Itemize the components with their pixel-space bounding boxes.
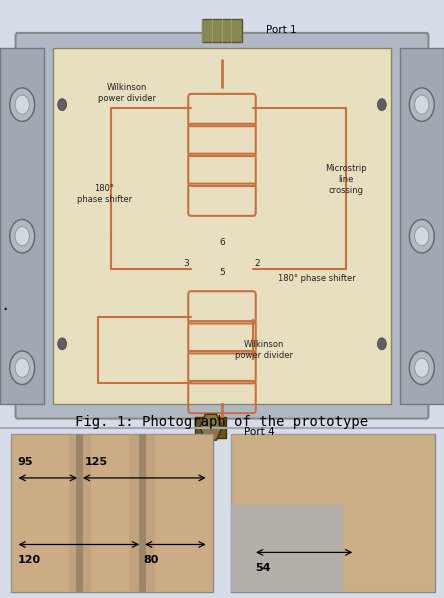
Text: Port 1: Port 1 <box>266 25 297 35</box>
Circle shape <box>15 358 29 377</box>
Circle shape <box>377 338 386 350</box>
Text: 6: 6 <box>219 237 225 247</box>
Circle shape <box>409 88 434 121</box>
Circle shape <box>409 351 434 385</box>
Text: .: . <box>2 296 8 314</box>
Text: 2: 2 <box>255 258 260 268</box>
Circle shape <box>377 99 386 111</box>
Circle shape <box>415 227 429 246</box>
Text: Port 4: Port 4 <box>244 427 275 437</box>
Bar <box>231 505 343 592</box>
Bar <box>231 434 435 592</box>
Text: 3: 3 <box>184 258 189 268</box>
Text: 125: 125 <box>84 457 107 467</box>
Text: 54: 54 <box>255 563 271 573</box>
Text: 120: 120 <box>18 555 41 565</box>
Bar <box>195 417 226 438</box>
Bar <box>202 19 242 42</box>
Polygon shape <box>200 414 222 440</box>
Text: Microstrip
line
crossing: Microstrip line crossing <box>325 164 367 195</box>
Circle shape <box>409 219 434 253</box>
Bar <box>400 48 444 404</box>
Bar <box>76 434 83 592</box>
Text: 180° phase shifter: 180° phase shifter <box>278 273 355 283</box>
Bar <box>139 434 146 592</box>
Circle shape <box>15 227 29 246</box>
Bar <box>231 434 435 592</box>
Bar <box>0 48 44 404</box>
Bar <box>11 434 213 592</box>
Text: Wilkinson
power divider: Wilkinson power divider <box>235 340 293 360</box>
Text: 180°
phase shifter: 180° phase shifter <box>77 184 132 205</box>
Circle shape <box>58 338 67 350</box>
Circle shape <box>415 358 429 377</box>
Circle shape <box>10 219 35 253</box>
Bar <box>11 434 213 592</box>
Bar <box>129 434 155 592</box>
Text: Fig. 1: Photograph of the prototype: Fig. 1: Photograph of the prototype <box>75 414 369 429</box>
Bar <box>53 48 391 404</box>
Text: Wilkinson
power divider: Wilkinson power divider <box>98 83 155 103</box>
Text: 95: 95 <box>18 457 33 467</box>
Circle shape <box>58 99 67 111</box>
Text: 5: 5 <box>219 267 225 277</box>
Circle shape <box>415 95 429 114</box>
Bar <box>69 434 91 592</box>
Circle shape <box>10 88 35 121</box>
Circle shape <box>10 351 35 385</box>
FancyBboxPatch shape <box>16 33 428 419</box>
Circle shape <box>15 95 29 114</box>
Text: 80: 80 <box>143 555 159 565</box>
